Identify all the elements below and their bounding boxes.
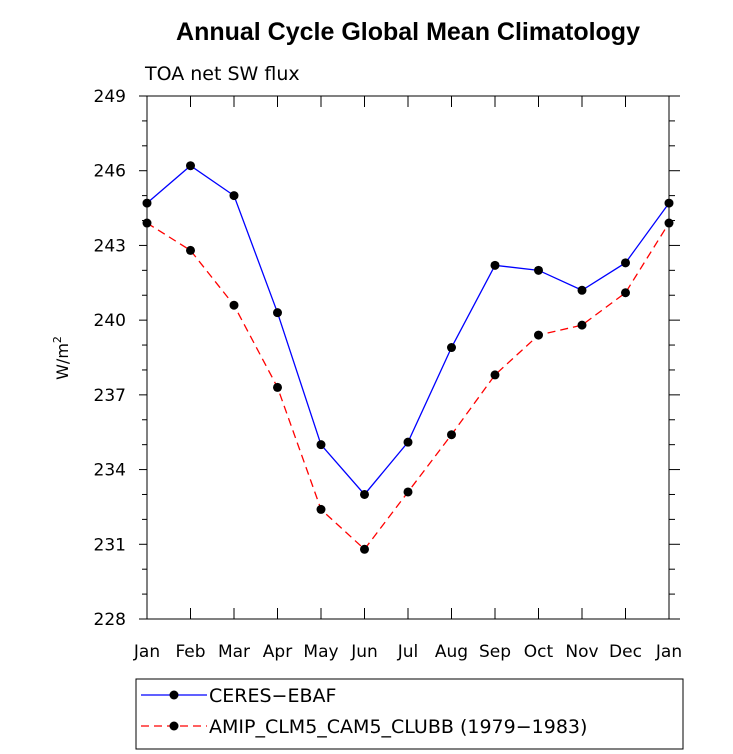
legend-box (135, 678, 684, 750)
series-point-1 (142, 218, 152, 228)
series-point-0 (142, 198, 152, 208)
series-point-1 (490, 370, 500, 380)
y-tick-label: 240 (94, 311, 126, 331)
series-point-0 (577, 285, 587, 295)
x-tick-label: Jun (350, 642, 378, 662)
x-tick-label: Jan (655, 642, 682, 662)
series-point-0 (621, 258, 630, 268)
series-point-1 (534, 330, 543, 340)
y-tick-label: 234 (94, 461, 126, 481)
chart-subtitle: TOA net SW flux (144, 63, 300, 85)
series-point-1 (403, 487, 413, 497)
series-point-1 (447, 430, 456, 440)
legend-marker-1 (169, 721, 179, 731)
series-point-0 (664, 198, 674, 208)
y-tick-label: 228 (94, 610, 126, 630)
series-line-1 (146, 222, 670, 551)
svg-text:W/m2: W/m2 (51, 336, 72, 380)
y-axis-label-text: W/m (53, 343, 72, 380)
x-tick-label: Jul (397, 642, 419, 662)
series-point-1 (273, 382, 282, 392)
x-tick-label: Sep (479, 642, 511, 662)
series-point-0 (490, 260, 500, 270)
series-point-1 (664, 218, 674, 228)
x-tick-label: Jan (133, 642, 160, 662)
y-tick-label: 237 (94, 386, 126, 406)
series-layer (142, 161, 674, 554)
series-point-0 (273, 308, 282, 318)
x-tick-label: Mar (218, 642, 250, 662)
series-point-1 (360, 544, 369, 554)
series-point-1 (577, 320, 587, 330)
plot-area-frame (146, 95, 670, 620)
series-point-0 (186, 161, 195, 171)
series-point-0 (534, 265, 543, 275)
y-tick-label: 243 (94, 236, 126, 256)
legend-label-1: AMIP_CLM5_CAM5_CLUBB (1979−1983) (209, 716, 587, 738)
x-tick-label: Aug (435, 642, 468, 662)
series-point-0 (316, 440, 326, 450)
y-tick-label: 231 (94, 535, 126, 555)
x-tick-label: Oct (524, 642, 554, 662)
x-tick-label: Nov (565, 642, 598, 662)
series-point-0 (229, 191, 239, 201)
series-point-1 (621, 288, 630, 298)
legend-label-0: CERES−EBAF (209, 685, 336, 707)
chart-title: Annual Cycle Global Mean Climatology (176, 18, 640, 46)
legend-marker-0 (169, 690, 179, 700)
series-point-1 (316, 504, 326, 514)
x-tick-label: Feb (175, 642, 205, 662)
series-point-0 (360, 489, 369, 499)
y-axis-label: W/m2 (51, 336, 72, 380)
y-tick-label: 249 (94, 87, 126, 107)
x-tick-label: Dec (609, 642, 642, 662)
y-tick-label: 246 (94, 162, 126, 182)
y-axis-label-superscript: 2 (51, 336, 64, 343)
series-point-1 (229, 300, 239, 310)
x-tick-label: Apr (263, 642, 292, 662)
series-point-1 (186, 245, 195, 255)
x-tick-label: May (303, 642, 338, 662)
legend: CERES−EBAF AMIP_CLM5_CAM5_CLUBB (1979−198… (141, 685, 587, 738)
axes: Jan Feb Mar Apr May Jun Jul Aug Sep Oct Nov Dec Jan 2… (94, 87, 683, 662)
series-point-0 (447, 343, 456, 353)
series-point-0 (403, 437, 413, 447)
